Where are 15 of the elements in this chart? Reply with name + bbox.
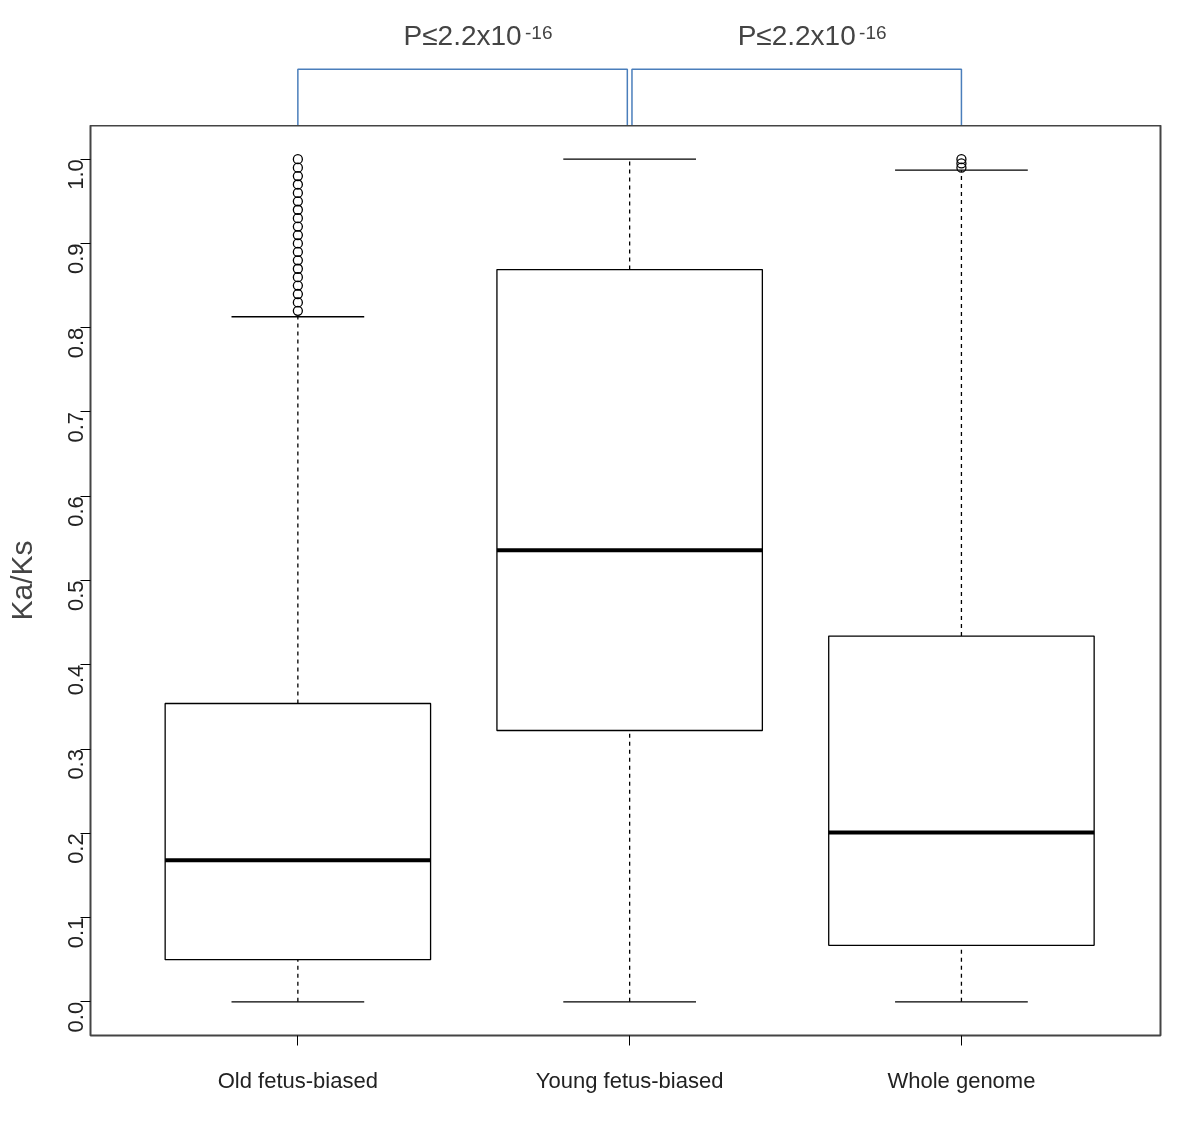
y-tick-label: 0.1 [63,917,88,949]
x-tick-label: Young fetus-biased [535,1067,724,1093]
y-tick-label: 0.4 [63,664,88,696]
x-tick-label: Whole genome [887,1067,1036,1093]
x-tick-label: Old fetus-biased [217,1067,378,1093]
y-tick-label: 0.7 [63,411,88,443]
y-tick-label: 1.0 [63,159,88,190]
y-axis-title: Ka/Ks [4,540,38,621]
y-tick-label: 0.5 [63,580,88,612]
y-tick-label: 0.8 [63,327,88,359]
y-tick-label: 0.6 [63,496,88,527]
y-tick-label: 0.2 [63,833,88,864]
y-tick-label: 0.9 [63,243,88,275]
y-tick-label: 0.0 [63,1001,88,1033]
y-tick-label: 0.3 [63,749,88,780]
